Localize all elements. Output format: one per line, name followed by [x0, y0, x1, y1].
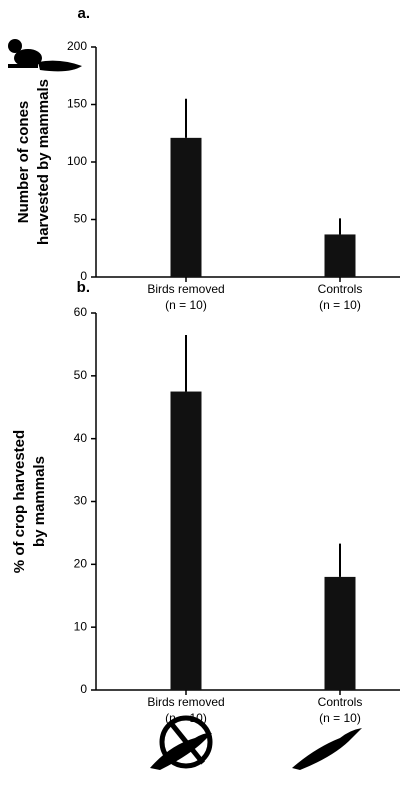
y-tick-label: 150	[67, 97, 87, 111]
bar	[324, 234, 356, 277]
panel-label: b.	[77, 279, 90, 296]
y-tick-label: 10	[74, 619, 88, 633]
bar	[324, 576, 356, 690]
y-tick-label: 30	[74, 494, 88, 508]
bar	[170, 391, 202, 690]
y-axis-label: Number of cones	[15, 101, 32, 224]
squirrel-icon	[8, 39, 82, 72]
panel-label: a.	[77, 5, 90, 22]
y-tick-label: 50	[74, 368, 88, 382]
bird-control-icon	[292, 728, 362, 770]
y-tick-label: 20	[74, 557, 88, 571]
x-tick-note: (n = 10)	[319, 298, 361, 312]
y-axis-label: by mammals	[31, 456, 48, 547]
bird-removed-icon	[150, 715, 213, 770]
y-axis-label: % of crop harvested	[11, 430, 28, 573]
x-tick-note: (n = 10)	[319, 711, 361, 725]
x-tick-note: (n = 10)	[165, 298, 207, 312]
y-tick-label: 200	[67, 39, 87, 53]
y-tick-label: 50	[74, 212, 88, 226]
x-tick-label: Birds removed	[147, 695, 224, 709]
x-tick-label: Controls	[318, 695, 363, 709]
bar	[170, 137, 202, 277]
y-tick-label: 0	[80, 682, 87, 696]
y-tick-label: 60	[74, 305, 88, 319]
x-tick-label: Birds removed	[147, 282, 224, 296]
x-tick-label: Controls	[318, 282, 363, 296]
y-tick-label: 0	[80, 269, 87, 283]
x-tick-note: (n = 10)	[165, 711, 207, 725]
y-tick-label: 100	[67, 154, 87, 168]
y-axis-label: harvested by mammals	[35, 79, 52, 245]
y-tick-label: 40	[74, 431, 88, 445]
